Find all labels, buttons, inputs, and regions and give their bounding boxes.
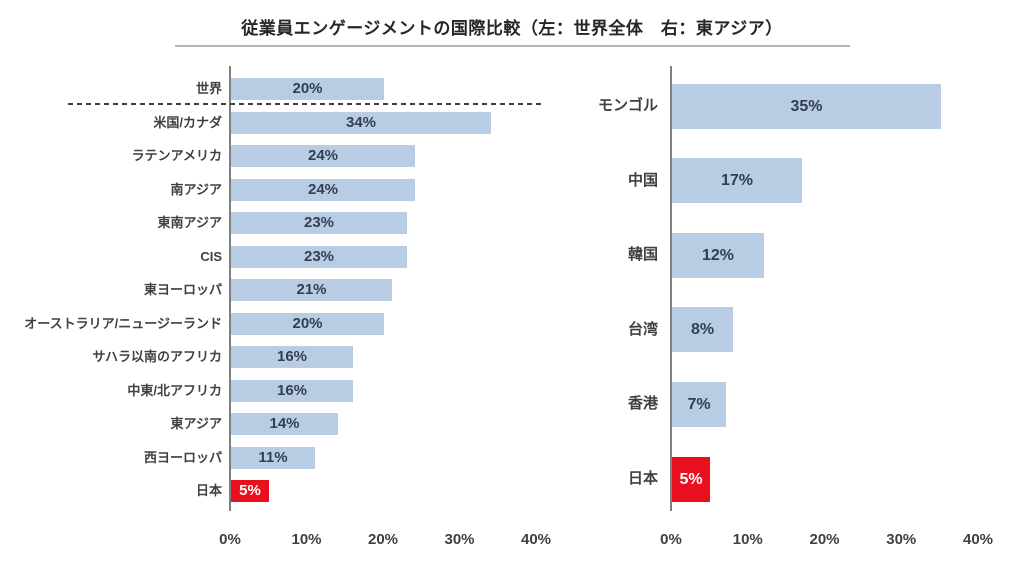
bar	[231, 212, 407, 234]
bar-value-label: 20%	[292, 314, 323, 332]
category-label: 日本	[195, 483, 222, 498]
bar	[231, 279, 392, 301]
x-axis-tick-label: 10%	[732, 531, 763, 548]
x-axis-tick-label: 40%	[962, 531, 994, 548]
x-axis-tick-label: 0%	[219, 531, 241, 548]
bar-value-label: 24%	[307, 180, 339, 198]
bar	[672, 83, 941, 129]
y-axis-line	[229, 66, 231, 511]
bar	[231, 312, 384, 335]
x-axis-tick-label: 0%	[660, 531, 682, 548]
category-label: 西ヨーロッパ	[143, 449, 222, 465]
category-label: オーストラリア/ニュージーランド	[24, 315, 222, 331]
category-label: 東アジア	[170, 416, 222, 431]
category-label: 世界	[195, 81, 222, 96]
bar	[672, 307, 733, 353]
bar-value-label: 20%	[292, 80, 323, 97]
bar-value-label: 8%	[690, 321, 715, 339]
bar	[231, 245, 407, 268]
bar-value-label: 5%	[239, 482, 261, 499]
bar-value-label: 14%	[269, 415, 300, 432]
bar-value-label: 21%	[296, 281, 327, 298]
bar-highlight	[672, 456, 710, 502]
bar	[672, 158, 802, 204]
category-label: 中東/北アフリカ	[127, 382, 222, 398]
world-average-dashed-line	[68, 102, 545, 105]
category-label: CIS	[200, 248, 222, 264]
category-label: 東ヨーロッパ	[143, 282, 222, 297]
bar	[672, 232, 764, 278]
page-title: 従業員エンゲージメントの国際比較（左：世界全体 右：東アジア）	[241, 19, 783, 38]
bar-value-label: 16%	[276, 348, 308, 365]
bar-value-label: 17%	[720, 172, 754, 190]
bar-value-label: 12%	[701, 246, 735, 264]
category-label: 東南アジア	[157, 215, 222, 230]
title-underline	[175, 45, 850, 47]
category-label: 中国	[627, 171, 658, 189]
category-label: 日本	[627, 470, 658, 487]
category-label: 南アジア	[170, 181, 222, 197]
bar	[231, 78, 384, 100]
bar-value-label: 5%	[679, 470, 703, 488]
bar-value-label: 23%	[303, 214, 335, 231]
bar-highlight	[231, 480, 269, 502]
category-label: サハラ以南のアフリカ	[92, 349, 222, 364]
bar	[231, 145, 415, 167]
bar	[231, 111, 491, 134]
bar-value-label: 7%	[687, 395, 711, 413]
bar	[231, 446, 315, 469]
x-axis-tick-label: 40%	[520, 531, 552, 548]
bar	[231, 178, 415, 201]
x-axis-tick-label: 30%	[886, 531, 917, 548]
x-axis-tick-label: 20%	[367, 531, 399, 548]
bar	[231, 346, 353, 368]
category-label: 韓国	[627, 246, 658, 264]
category-label: 台湾	[627, 320, 658, 338]
x-axis-tick-label: 30%	[444, 531, 475, 548]
bar-value-label: 35%	[790, 97, 823, 115]
category-label: 米国/カナダ	[153, 114, 222, 130]
y-axis-line	[670, 66, 672, 511]
bar	[231, 379, 353, 402]
category-label: 香港	[627, 395, 658, 413]
category-label: モンゴル	[597, 97, 658, 114]
x-axis-tick-label: 20%	[809, 531, 840, 548]
bar	[231, 413, 338, 435]
x-axis-tick-label: 10%	[291, 531, 322, 548]
bar-value-label: 34%	[345, 113, 377, 131]
bar-value-label: 24%	[307, 147, 339, 164]
bar-value-label: 16%	[276, 381, 308, 399]
bar-value-label: 11%	[258, 448, 288, 466]
bar-value-label: 23%	[303, 247, 335, 265]
bar	[672, 381, 726, 427]
category-label: ラテンアメリカ	[131, 148, 222, 163]
